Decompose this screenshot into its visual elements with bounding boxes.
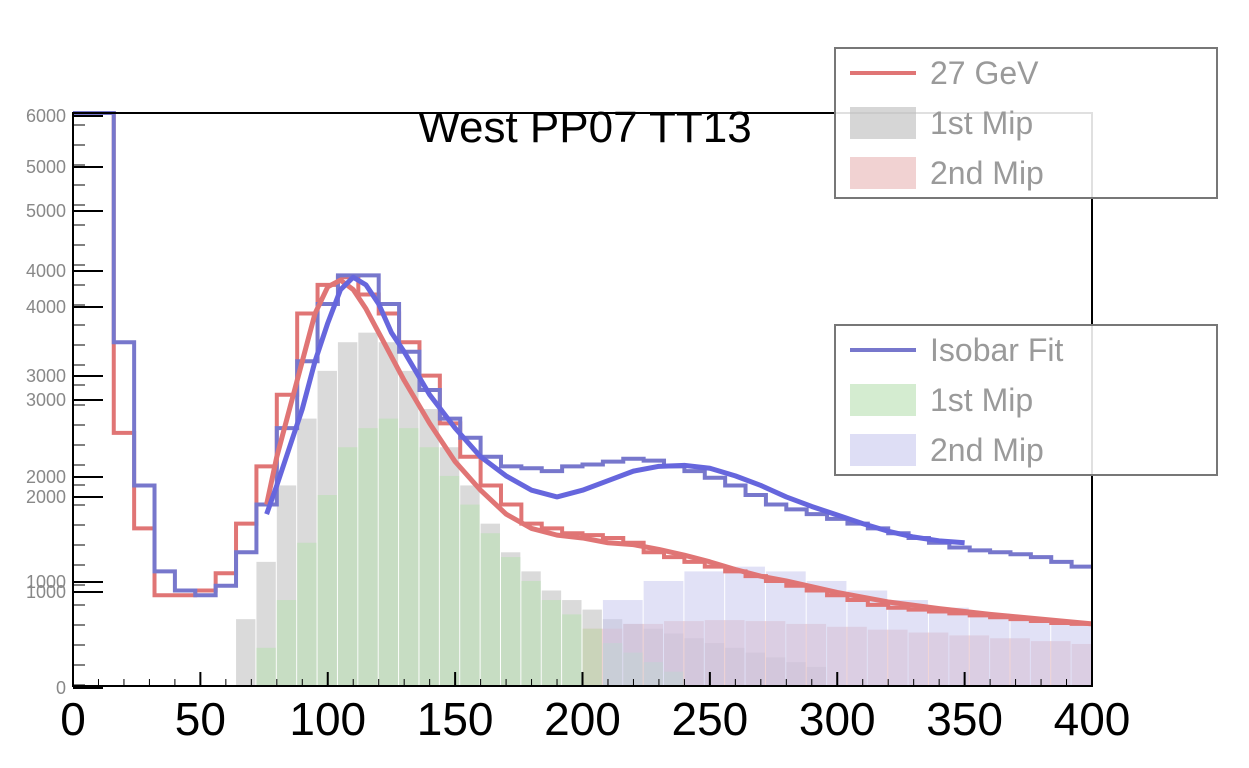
isobar-fit-curve-curve <box>264 274 965 546</box>
legend-label: Isobar Fit <box>930 332 1063 368</box>
legend-fill-swatch <box>850 434 916 466</box>
legend-fill-swatch <box>850 157 916 189</box>
1st-mip-bin-2-0 <box>236 619 256 686</box>
27-gev-fit-curve <box>264 277 1093 627</box>
axes: 0 50 100 150 200 250 300 350 400 6000 5000 4000 3000… <box>26 106 1130 745</box>
1st-mip-bin-4-15 <box>562 614 582 686</box>
y-tick-label: 4000 <box>26 297 66 317</box>
1st-mip-bin-4-8 <box>419 447 439 686</box>
y-tick-label: 5000 <box>26 157 66 177</box>
x-tick-label: 0 <box>60 693 86 745</box>
legend-label: 1st Mip <box>930 382 1033 418</box>
x-tick-label: 350 <box>926 693 1003 745</box>
y-tick-label: 1000 <box>26 582 66 602</box>
legend-isobar: Isobar Fit 1st Mip 2nd Mip <box>834 324 1218 476</box>
2nd-mip-bin-5-8 <box>928 607 969 686</box>
y-tick-label: 6000 <box>26 106 66 126</box>
y-tick-label: 1000 <box>26 572 66 592</box>
1st-mip-bin-4-14 <box>541 600 562 686</box>
1st-mip-bin-4-1 <box>276 600 297 686</box>
y-tick-label: 5000 <box>26 201 66 221</box>
1st-mip-bin-4-3 <box>317 495 337 686</box>
1st-mip-bin-4-5 <box>358 428 378 686</box>
1st-mip-bin-4-16 <box>582 628 602 686</box>
legend-fill-swatch <box>850 107 916 139</box>
y-tick-label: 4000 <box>26 261 66 281</box>
y-tick-label: 0 <box>56 678 66 698</box>
2nd-mip-bin-5-2 <box>684 571 725 686</box>
1st-mip-bin-4-12 <box>500 557 521 686</box>
1st-mip-bin-4-13 <box>521 580 541 686</box>
1st-mip-bin-4-6 <box>378 418 399 686</box>
legend-fill-swatch <box>850 384 916 416</box>
chart-title: West PP07 TT13 <box>418 103 751 152</box>
2nd-mip-bin-5-3 <box>725 566 765 686</box>
x-tick-label: 50 <box>175 693 226 745</box>
fit-curves <box>264 274 1093 627</box>
2nd-mip-bin-5-10 <box>1010 619 1051 686</box>
y-tick-label: 2000 <box>26 487 66 507</box>
2nd-mip-bin-5-9 <box>969 613 1010 686</box>
filled-histograms <box>236 332 1091 686</box>
y-tick-label: 3000 <box>26 390 66 410</box>
2nd-mip-bin-5-5 <box>806 580 847 686</box>
2nd-mip-bin-5-11 <box>1051 623 1091 686</box>
x-tick-label: 200 <box>544 693 621 745</box>
legend-label: 2nd Mip <box>930 155 1044 191</box>
1st-mip-bin-4-7 <box>399 428 419 686</box>
2nd-mip-bin-5-1 <box>643 580 684 686</box>
legend-label: 27 GeV <box>930 55 1039 91</box>
1st-mip-bin-4-0 <box>256 647 276 686</box>
legend-27gev: 27 GeV 1st Mip 2nd Mip <box>834 47 1218 199</box>
2nd-mip-bin-5-4 <box>765 571 806 686</box>
legend-label: 1st Mip <box>930 105 1033 141</box>
y-tick-label: 3000 <box>26 366 66 386</box>
1st-mip-bin-4-2 <box>297 542 317 686</box>
x-tick-label: 150 <box>417 693 494 745</box>
2nd-mip-bin-5-0 <box>602 600 643 686</box>
legend-label: 2nd Mip <box>930 432 1044 468</box>
x-tick-label: 250 <box>672 693 749 745</box>
y-tick-label: 2000 <box>26 467 66 487</box>
1st-mip-bin-4-4 <box>337 447 358 686</box>
1st-mip-bin-4-10 <box>460 504 480 686</box>
x-tick-label: 400 <box>1054 693 1131 745</box>
x-tick-label: 100 <box>289 693 366 745</box>
1st-mip-bin-4-11 <box>480 533 500 686</box>
1st-mip-bin-4-9 <box>439 475 460 686</box>
2nd-mip-bin-5-7 <box>888 600 928 686</box>
x-tick-label: 300 <box>799 693 876 745</box>
